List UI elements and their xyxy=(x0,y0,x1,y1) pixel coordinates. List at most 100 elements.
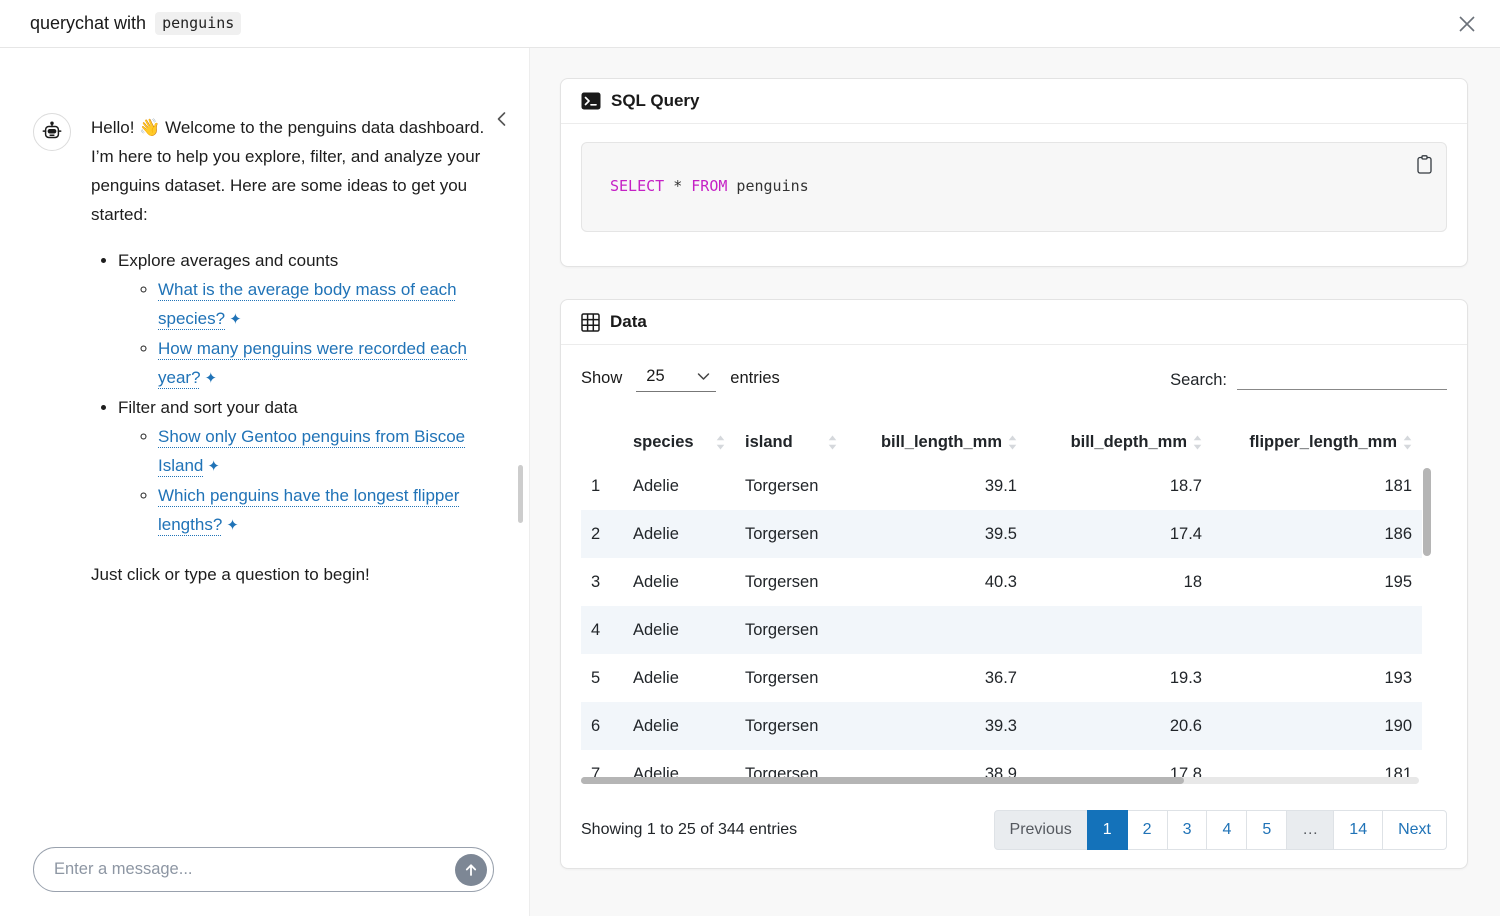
page-length-select[interactable]: 25 xyxy=(636,365,717,392)
suggestion-group: Explore averages and counts What is the a… xyxy=(118,246,495,393)
suggestion-link[interactable]: Show only Gentoo penguins from Biscoe Is… xyxy=(158,427,466,475)
top-bar: querychat with penguins xyxy=(0,0,1500,48)
row-number-cell: 6 xyxy=(591,716,601,735)
page-button-14[interactable]: 14 xyxy=(1333,810,1384,850)
copy-code-button[interactable] xyxy=(1413,151,1436,178)
data-table: species island bill_length_mm bill_depth_mm… xyxy=(581,422,1422,784)
chat-input-container xyxy=(33,847,494,892)
column-header-bill_depth_mm[interactable]: bill_depth_mm xyxy=(1027,422,1212,462)
table-cell: Adelie xyxy=(633,524,679,543)
sql-star: * xyxy=(664,177,692,195)
results-panel: SQL Query SELECT * FROM penguins xyxy=(530,48,1500,916)
page-button-4[interactable]: 4 xyxy=(1206,810,1248,850)
column-header-species[interactable]: species xyxy=(623,422,735,462)
page-button-5[interactable]: 5 xyxy=(1246,810,1288,850)
table-cell xyxy=(847,606,1027,654)
entries-label: entries xyxy=(730,369,780,387)
column-header-label: island xyxy=(745,432,793,451)
sparkle-icon: ✦ xyxy=(204,370,218,387)
data-table-body: 1 Adelie Torgersen 39.1 18.7 181 2 Adelie Torger… xyxy=(581,462,1422,784)
table-cell: 19.3 xyxy=(1169,668,1202,687)
sql-keyword-from: FROM xyxy=(691,177,728,195)
collapse-sidebar-button[interactable] xyxy=(490,106,513,132)
page-button-next[interactable]: Next xyxy=(1382,810,1447,850)
table-row[interactable]: 3 Adelie Torgersen 40.3 18 195 xyxy=(581,558,1422,606)
page-button-3[interactable]: 3 xyxy=(1166,810,1208,850)
table-row[interactable]: 1 Adelie Torgersen 39.1 18.7 181 xyxy=(581,462,1422,510)
table-row[interactable]: 5 Adelie Torgersen 36.7 19.3 193 xyxy=(581,654,1422,702)
table-cell: 18 xyxy=(1183,572,1202,591)
column-header-label: species xyxy=(633,432,694,451)
suggestion-link[interactable]: Which penguins have the longest flipper … xyxy=(158,486,460,534)
sql-keyword-select: SELECT xyxy=(610,177,665,195)
column-header-inner: island xyxy=(745,433,837,452)
table-cell: Torgersen xyxy=(745,668,819,687)
chat-message-input[interactable] xyxy=(34,860,455,879)
sort-icon xyxy=(716,435,725,449)
sort-icon xyxy=(1193,435,1202,449)
data-card-body: Show 25 entries Search: xyxy=(561,345,1467,868)
table-row[interactable]: 2 Adelie Torgersen 39.5 17.4 186 xyxy=(581,510,1422,558)
page-length-value: 25 xyxy=(646,367,665,385)
table-cell: Adelie xyxy=(633,668,679,687)
page-length-control: Show 25 entries xyxy=(581,365,780,392)
main-split: Hello! 👋 Welcome to the penguins data da… xyxy=(0,48,1500,916)
sort-icon xyxy=(828,435,837,449)
suggestion-sublist: Show only Gentoo penguins from Biscoe Is… xyxy=(118,422,495,540)
assistant-avatar xyxy=(33,113,71,151)
suggestion-link[interactable]: What is the average body mass of each sp… xyxy=(158,280,457,328)
suggestion-group-label: Filter and sort your data xyxy=(118,398,298,417)
row-number-cell: 5 xyxy=(591,668,601,687)
suggestion-group: Filter and sort your data Show only Gento… xyxy=(118,393,495,540)
table-row[interactable]: 4 Adelie Torgersen xyxy=(581,606,1422,654)
closing-text: Just click or type a question to begin! xyxy=(91,565,370,584)
table-search-input[interactable] xyxy=(1237,367,1447,390)
table-cell: 18.7 xyxy=(1169,476,1202,495)
dataset-name-chip: penguins xyxy=(155,12,242,35)
table-cell: Adelie xyxy=(633,716,679,735)
table-search-control: Search: xyxy=(1170,367,1447,390)
page-button-2[interactable]: 2 xyxy=(1126,810,1168,850)
suggestion-groups: Explore averages and counts What is the a… xyxy=(91,246,495,540)
greeting-rest: Welcome to the penguins data dashboard. … xyxy=(91,118,485,224)
clipboard-icon xyxy=(1417,155,1432,174)
page-button-previous: Previous xyxy=(993,810,1088,850)
greeting-start: Hello! xyxy=(91,118,135,137)
table-vertical-scrollbar[interactable] xyxy=(1423,468,1431,556)
column-header-flipper_length_mm[interactable]: flipper_length_mm xyxy=(1212,422,1422,462)
suggestion-item: How many penguins were recorded each yea… xyxy=(158,334,495,393)
send-message-button[interactable] xyxy=(455,853,487,886)
row-number-cell: 7 xyxy=(591,764,601,783)
page-title-text: querychat with xyxy=(30,13,147,33)
sort-icon xyxy=(1403,435,1412,449)
chat-scrollbar[interactable] xyxy=(518,465,523,523)
wave-emoji: 👋 xyxy=(139,118,161,137)
table-cell: Adelie xyxy=(633,476,679,495)
column-header-bill_length_mm[interactable]: bill_length_mm xyxy=(847,422,1027,462)
table-horizontal-scrollbar[interactable] xyxy=(581,777,1185,784)
table-cell: 39.3 xyxy=(984,716,1017,735)
pagination: Previous 1 2 3 4 5… 14 Next xyxy=(993,810,1447,850)
sql-query-card-title: SQL Query xyxy=(611,91,700,110)
row-number-cell: 3 xyxy=(591,572,601,591)
data-card-header: Data xyxy=(561,300,1467,345)
column-header-inner: species xyxy=(633,433,725,452)
table-cell: 39.1 xyxy=(984,476,1017,495)
row-number-cell: 1 xyxy=(591,476,601,495)
suggestion-link[interactable]: How many penguins were recorded each yea… xyxy=(158,339,468,387)
column-header-island[interactable]: island xyxy=(735,422,847,462)
table-cell: 20.6 xyxy=(1169,716,1202,735)
entries-summary: Showing 1 to 25 of 344 entries xyxy=(581,821,798,838)
table-cell: Torgersen xyxy=(745,620,819,639)
row-number-cell: 4 xyxy=(591,620,601,639)
page-button-1[interactable]: 1 xyxy=(1086,810,1128,850)
chevron-left-icon xyxy=(497,112,506,126)
table-footer: Showing 1 to 25 of 344 entries Previous 1… xyxy=(581,810,1447,850)
close-button[interactable] xyxy=(1452,9,1482,39)
table-cell xyxy=(1027,606,1212,654)
table-row[interactable]: 6 Adelie Torgersen 39.3 20.6 190 xyxy=(581,702,1422,750)
chat-message-area[interactable]: Hello! 👋 Welcome to the penguins data da… xyxy=(0,48,529,826)
sparkle-icon: ✦ xyxy=(226,517,239,534)
table-cell: 39.5 xyxy=(984,524,1017,543)
sparkle-icon: ✦ xyxy=(207,458,220,475)
